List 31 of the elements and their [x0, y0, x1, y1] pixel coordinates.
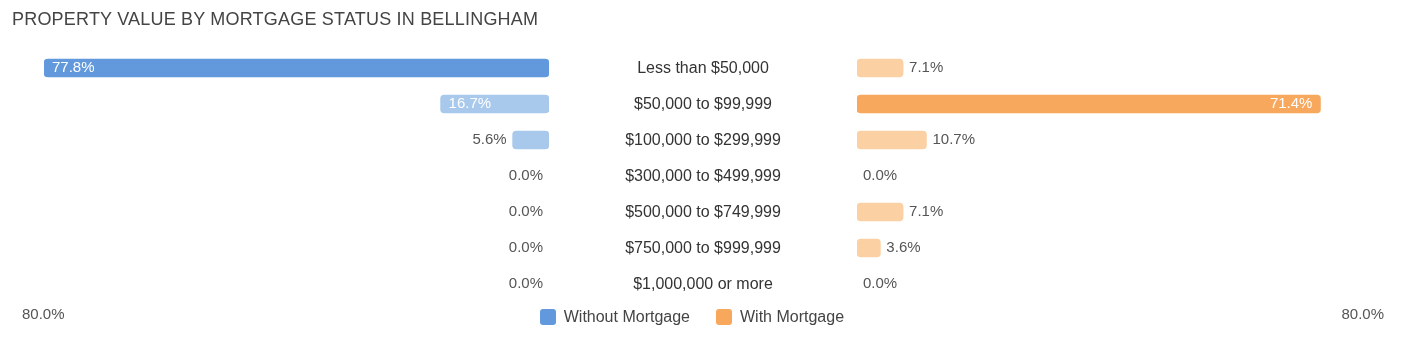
- bar: [857, 238, 881, 258]
- data-label: 0.0%: [508, 166, 543, 184]
- data-label: 7.1%: [909, 202, 944, 220]
- y-tick-label: Less than $50,000: [627, 56, 779, 79]
- y-tick-label: $300,000 to $499,999: [615, 164, 791, 187]
- text: 80.0%: [22, 305, 65, 322]
- y-tick-label: $50,000 to $99,999: [624, 92, 782, 115]
- data-label: 7.1%: [909, 58, 944, 76]
- data-label: 0.0%: [863, 166, 898, 184]
- data-label: 10.7%: [932, 130, 975, 148]
- data-label: 16.7%: [448, 94, 492, 112]
- legend-label: Without Mortgage: [562, 308, 690, 326]
- data-label: 0.0%: [508, 274, 543, 292]
- bar: [857, 130, 927, 150]
- bar: [857, 202, 904, 222]
- data-label: 3.6%: [886, 238, 921, 256]
- data-label: 0.0%: [863, 274, 898, 292]
- y-tick-label: $750,000 to $999,999: [615, 236, 791, 259]
- data-label: 5.6%: [472, 130, 507, 148]
- chart-title: PROPERTY VALUE BY MORTGAGE STATUS IN BELLINGHAM: [12, 9, 539, 30]
- y-tick-label: $1,000,000 or more: [623, 272, 783, 295]
- y-tick-label: $100,000 to $299,999: [615, 128, 791, 151]
- data-label: 0.0%: [508, 202, 543, 220]
- data-label: 71.4%: [1269, 94, 1313, 112]
- legend-label: With Mortgage: [739, 308, 845, 326]
- data-label: 0.0%: [508, 238, 543, 256]
- y-tick-label: $500,000 to $749,999: [615, 200, 791, 223]
- bar: [857, 58, 904, 78]
- text: 80.0%: [1341, 305, 1384, 322]
- data-label: 77.8%: [52, 58, 95, 76]
- bar: [857, 94, 1321, 114]
